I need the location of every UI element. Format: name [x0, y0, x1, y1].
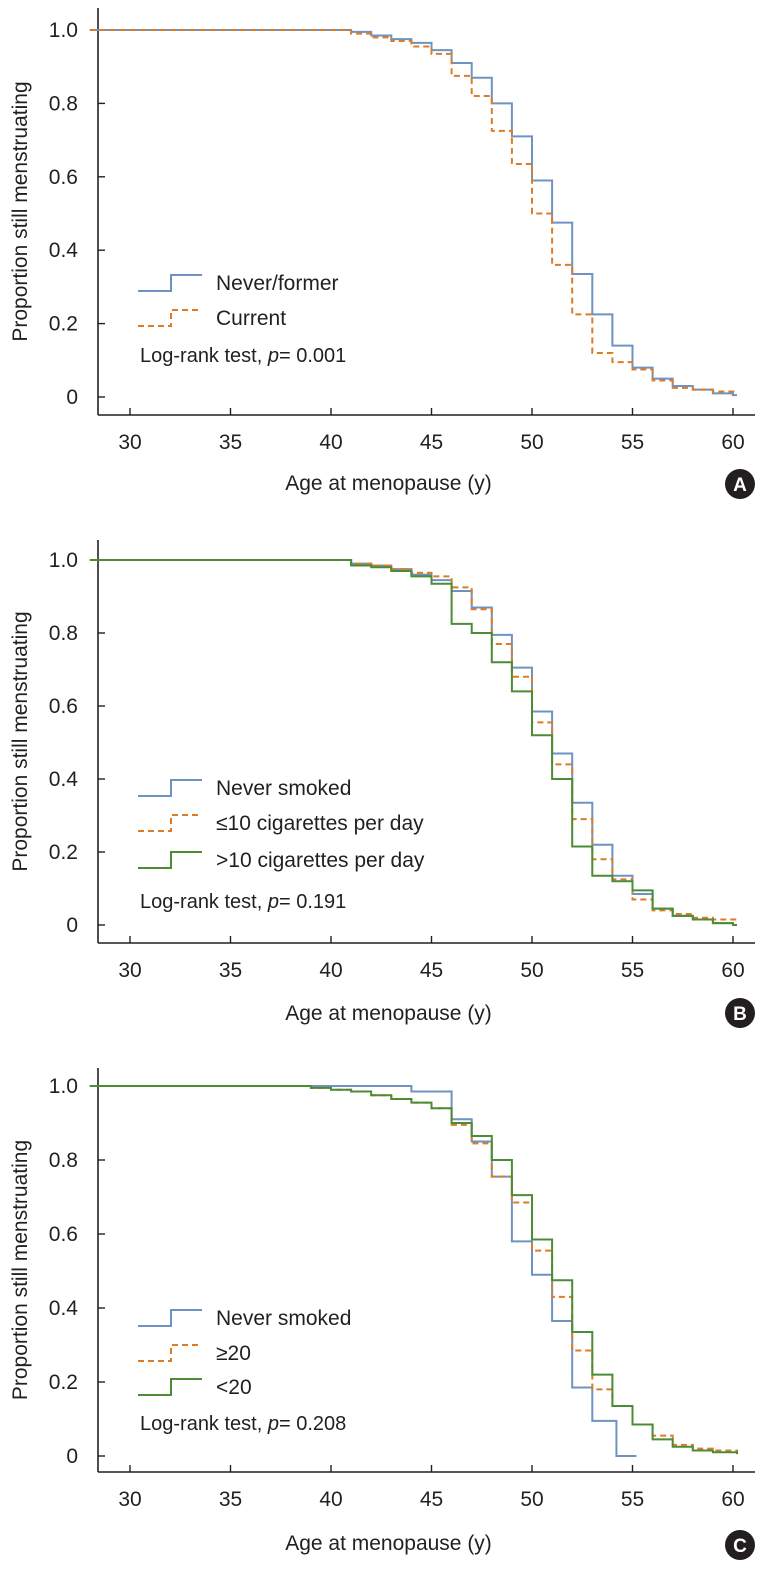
y-tick-label: 0.8 [49, 622, 78, 645]
y-tick-label: 0.4 [49, 239, 79, 262]
x-tick-label: 35 [219, 431, 242, 454]
series-line-2 [89, 29, 738, 393]
y-tick-label: 1.0 [49, 19, 78, 42]
x-tick-label: 45 [420, 431, 443, 454]
y-tick-label: 1.0 [49, 549, 78, 572]
y-tick-label: 0.6 [49, 166, 78, 189]
legend-label-1: Never smoked [216, 1307, 351, 1330]
x-tick-label: 45 [420, 959, 443, 982]
panel-badge-label: C [733, 1536, 747, 1557]
panel-badge-a [725, 469, 755, 499]
y-tick-label: 0.8 [49, 92, 78, 115]
log-rank-text: Log-rank test, p= 0.191 [140, 891, 346, 913]
legend-symbol-3 [138, 1378, 202, 1396]
x-tick-label: 55 [621, 959, 644, 982]
log-rank-text: Log-rank test, p= 0.001 [140, 345, 346, 367]
panel-b: 0 0.2 0.4 0.6 0.8 1.0 30 35 40 45 50 55 60 Proportion… [9, 540, 755, 1028]
series-line-1 [89, 1085, 637, 1457]
legend-symbol-3 [138, 851, 202, 869]
legend-symbol-1 [138, 274, 202, 292]
y-tick-label: 0.2 [49, 1371, 78, 1394]
legend-label-1: Never/former [216, 272, 339, 295]
legend-label-2: ≤10 cigarettes per day [216, 812, 424, 835]
x-tick-label: 55 [621, 431, 644, 454]
series-line-1 [89, 29, 738, 397]
legend-symbol-2 [138, 814, 202, 832]
panel-badge-label: A [733, 475, 747, 496]
x-tick-label: 30 [118, 959, 141, 982]
legend-label-2: ≥20 [216, 1342, 251, 1365]
x-axis-title: Age at menopause (y) [285, 1532, 492, 1555]
x-tick-label: 60 [721, 959, 744, 982]
x-tick-label: 50 [520, 1488, 543, 1511]
y-tick-label: 0.8 [49, 1149, 78, 1172]
x-tick-label: 50 [520, 431, 543, 454]
y-tick-label: 0 [66, 1445, 78, 1468]
legend-symbol-2 [138, 309, 202, 327]
x-tick-label: 50 [520, 959, 543, 982]
y-tick-label: 0.4 [49, 1297, 79, 1320]
x-tick-label: 30 [118, 1488, 141, 1511]
y-tick-label: 0.4 [49, 768, 79, 791]
x-tick-label: 40 [319, 431, 342, 454]
panel-c: 0 0.2 0.4 0.6 0.8 1.0 30 35 40 45 50 55 60 Proportion… [9, 1068, 755, 1560]
y-axis-title: Proportion still menstruating [9, 611, 32, 871]
y-tick-label: 0 [66, 914, 78, 937]
panel-badge-c [725, 1530, 755, 1560]
series-line-3 [89, 559, 738, 926]
y-axis-title: Proportion still menstruating [9, 81, 32, 341]
series-line-2 [89, 1085, 739, 1453]
log-rank-text: Log-rank test, p= 0.208 [140, 1413, 346, 1435]
x-axis-title: Age at menopause (y) [285, 1002, 492, 1025]
legend-symbol-1 [138, 779, 202, 797]
y-tick-label: 0 [66, 386, 78, 409]
panel-a: 0 0.2 0.4 0.6 0.8 1.0 30 35 40 45 50 55 60 Proportion… [9, 8, 755, 499]
y-tick-label: 0.6 [49, 1223, 78, 1246]
y-tick-label: 1.0 [49, 1075, 78, 1098]
x-tick-label: 40 [319, 959, 342, 982]
legend-label-1: Never smoked [216, 777, 351, 800]
series-line-3 [89, 1085, 739, 1455]
legend-label-2: Current [216, 307, 286, 330]
x-tick-label: 60 [721, 431, 744, 454]
x-tick-label: 35 [219, 1488, 242, 1511]
panel-badge-b [725, 998, 755, 1028]
legend-symbol-1 [138, 1309, 202, 1327]
x-tick-label: 45 [420, 1488, 443, 1511]
legend-symbol-2 [138, 1344, 202, 1362]
x-tick-label: 40 [319, 1488, 342, 1511]
x-tick-label: 35 [219, 959, 242, 982]
x-axis-title: Age at menopause (y) [285, 472, 492, 495]
y-tick-label: 0.6 [49, 695, 78, 718]
y-axis-title: Proportion still menstruating [9, 1140, 32, 1400]
x-tick-label: 55 [621, 1488, 644, 1511]
x-tick-label: 60 [721, 1488, 744, 1511]
y-tick-label: 0.2 [49, 841, 78, 864]
panel-badge-label: B [733, 1004, 747, 1025]
legend-label-3: <20 [216, 1376, 252, 1399]
legend-label-3: >10 cigarettes per day [216, 849, 425, 872]
y-tick-label: 0.2 [49, 313, 78, 336]
x-tick-label: 30 [118, 431, 141, 454]
